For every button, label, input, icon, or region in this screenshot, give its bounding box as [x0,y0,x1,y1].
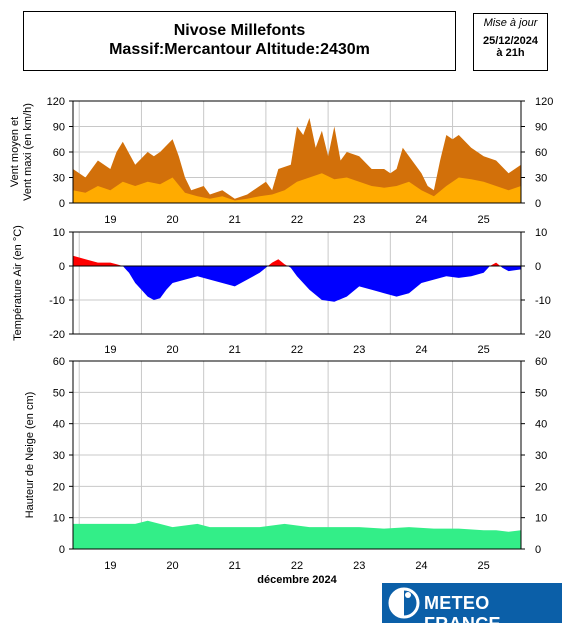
y-tick-label-left: -20 [49,329,65,341]
y-tick-label-right: 10 [535,513,547,525]
x-day-label: 22 [291,344,303,356]
y-tick-label-right: 20 [535,481,547,493]
x-day-label: 19 [104,214,116,226]
y-tick-label-right: 120 [535,96,553,108]
meteo-france-logo: METEO FRANCE [382,583,562,634]
chart-panel-2: -20 -20 -10 -10 0 0 10 10 19 20 21 22 23 24 25 Températ… [12,225,551,356]
update-date: 25/12/2024 [482,35,539,47]
x-day-label: 20 [166,214,178,226]
x-day-label: 24 [415,344,427,356]
update-time: à 21h [496,47,525,59]
area-temp-negative [73,266,521,302]
area-temp-positive [73,255,521,266]
y-tick-label-left: 60 [53,356,65,368]
x-day-label: 24 [415,560,427,572]
title-box: Nivose Millefonts Massif:Mercantour Alti… [23,11,456,71]
y-tick-label-right: 60 [535,147,547,159]
x-day-label: 20 [166,344,178,356]
x-day-label: 19 [104,560,116,572]
y-tick-label-left: 90 [53,122,65,134]
y-tick-label-left: 10 [53,227,65,239]
update-label: Mise à jour [483,17,538,29]
y-tick-label-right: 30 [535,450,547,462]
x-day-label: 22 [291,214,303,226]
station-subtitle: Massif:Mercantour Altitude:2430m [109,41,370,58]
y-axis-title: Vent maxi (en km/h) [22,103,34,201]
x-day-label: 23 [353,344,365,356]
x-day-label: 22 [291,560,303,572]
x-day-label: 21 [229,560,241,572]
y-tick-label-left: 30 [53,450,65,462]
y-tick-label-right: -20 [535,329,551,341]
y-tick-label-left: 0 [59,198,65,210]
plot-frame [72,231,522,335]
chart-panel-1: 0 0 30 30 60 60 90 90 120 120 19 20 21 22 23 24 25 Vent m… [9,96,553,226]
y-tick-label-right: 90 [535,122,547,134]
y-tick-label-right: 30 [535,173,547,185]
y-tick-label-left: 60 [53,147,65,159]
y-tick-label-left: 40 [53,419,65,431]
x-day-label: 21 [229,344,241,356]
area-snow-depth [73,520,521,549]
y-tick-label-left: 20 [53,481,65,493]
y-axis-title: Hauteur de Neige (en cm) [24,392,36,519]
y-tick-label-left: 30 [53,173,65,185]
y-tick-label-left: 0 [59,261,65,273]
y-tick-label-right: -10 [535,295,551,307]
logo-emblem-icon [388,587,420,619]
y-axis-title: Température Air (en °C) [12,225,24,341]
area-wind-mean [73,173,521,203]
y-tick-label-right: 0 [535,544,541,556]
month-label: décembre 2024 [257,574,337,586]
x-day-label: 24 [415,214,427,226]
y-tick-label-left: 120 [47,96,65,108]
y-axis-title: Vent moyen et [9,117,21,187]
station-title: Nivose Millefonts [173,22,306,39]
y-tick-label-left: -10 [49,295,65,307]
y-tick-label-right: 0 [535,198,541,210]
x-day-label: 19 [104,344,116,356]
y-tick-label-right: 0 [535,261,541,273]
x-day-label: 20 [166,560,178,572]
y-tick-label-left: 0 [59,544,65,556]
y-tick-label-right: 50 [535,387,547,399]
x-day-label: 25 [478,560,490,572]
y-tick-label-left: 50 [53,387,65,399]
x-day-label: 21 [229,214,241,226]
y-tick-label-left: 10 [53,513,65,525]
x-day-label: 23 [353,214,365,226]
x-day-label: 25 [478,214,490,226]
logo-text: METEO FRANCE [424,593,501,634]
x-day-label: 25 [478,344,490,356]
y-tick-label-right: 10 [535,227,547,239]
y-tick-label-right: 40 [535,419,547,431]
y-tick-label-right: 60 [535,356,547,368]
x-day-label: 23 [353,560,365,572]
update-box: Mise à jour 25/12/2024 à 21h [473,13,548,71]
chart-panel-3: 0 0 10 10 20 20 30 30 40 40 50 50 60 60 19 20 21 22 23 24 25… [24,356,547,572]
